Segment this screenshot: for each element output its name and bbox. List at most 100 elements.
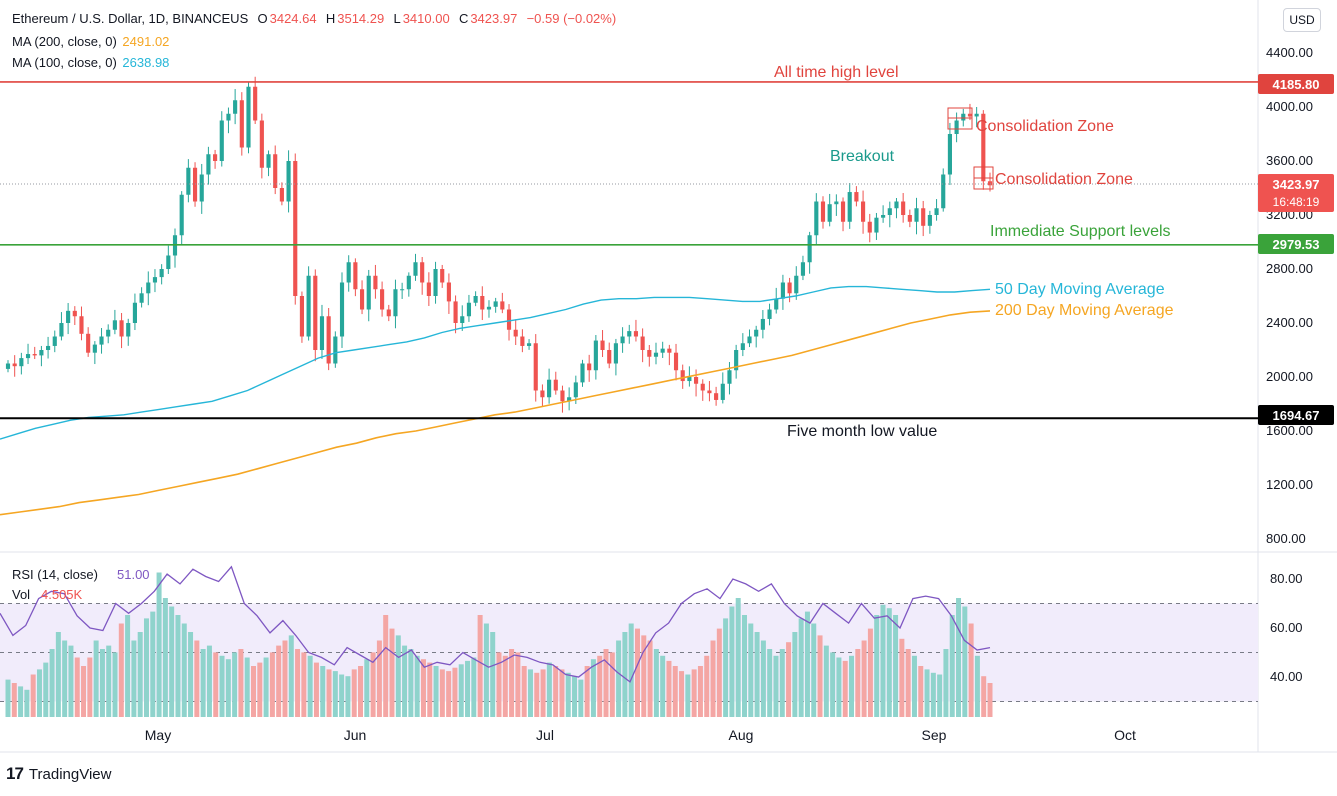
volume-bar: [81, 666, 87, 717]
volume-bar: [213, 652, 219, 717]
candle: [834, 194, 839, 216]
candle: [346, 255, 351, 292]
candle: [480, 286, 485, 321]
candle: [313, 269, 318, 362]
ma50-annotation: 50 Day Moving Average: [995, 281, 1165, 298]
time-tick-label: Jun: [344, 727, 367, 743]
volume-bar: [540, 669, 546, 717]
volume-bar: [679, 671, 685, 717]
volume-bar: [672, 666, 678, 717]
candle: [106, 324, 111, 344]
close-label: C: [458, 11, 469, 26]
candle: [647, 345, 652, 367]
candle: [132, 293, 137, 331]
volume-bar: [798, 618, 804, 717]
price-label-low: 1694.67: [1258, 405, 1334, 425]
volume-bar: [452, 667, 458, 717]
volume-bar: [307, 655, 313, 717]
volume-bar: [358, 666, 364, 717]
candle: [807, 231, 812, 274]
candle: [767, 303, 772, 326]
volume-bar: [74, 657, 80, 717]
rsi-line: [0, 565, 991, 683]
ma200-line: [0, 310, 991, 516]
tradingview-brand[interactable]: 17 TradingView: [6, 764, 111, 784]
volume-bar: [874, 615, 880, 717]
volume-bar: [131, 640, 137, 717]
candle: [440, 264, 445, 288]
candle: [506, 304, 512, 341]
candle: [373, 264, 378, 299]
candle: [380, 281, 385, 317]
ma100-legend[interactable]: MA (100, close, 0) 2638.98: [12, 55, 171, 70]
volume-bar: [987, 683, 993, 717]
candle: [800, 255, 806, 281]
candle: [827, 193, 832, 227]
volume-bar: [754, 632, 760, 717]
time-tick-label: Oct: [1114, 727, 1136, 743]
volume-bar: [622, 632, 628, 717]
volume-bar: [968, 623, 974, 717]
candle: [446, 273, 451, 314]
consolidation-annotation-1: Consolidation Zone: [976, 118, 1114, 135]
candle: [486, 300, 492, 318]
candle: [159, 264, 164, 285]
volume-bar: [578, 679, 584, 717]
volume-bar: [18, 686, 24, 717]
low-value: 3410.00: [402, 11, 450, 26]
volume-bar: [792, 632, 798, 717]
ma200-legend[interactable]: MA (200, close, 0) 2491.02: [12, 34, 171, 49]
volume-bar: [918, 666, 924, 717]
candle: [640, 328, 645, 363]
volume-bar: [653, 649, 659, 717]
volume-bar: [723, 618, 729, 717]
volume-bar: [156, 572, 162, 717]
volume-bar: [194, 640, 200, 717]
volume-bar: [786, 642, 792, 717]
volume-bar: [36, 669, 42, 717]
candle: [433, 261, 438, 304]
volume-bar: [742, 615, 747, 717]
candle: [520, 329, 525, 353]
volume-bar: [924, 669, 930, 717]
candle: [46, 336, 51, 359]
volume-bar: [62, 640, 68, 717]
volume-bar: [584, 666, 590, 717]
volume-bar: [767, 649, 773, 717]
candle: [533, 334, 538, 402]
candle: [146, 271, 151, 306]
volume-bar: [779, 649, 785, 717]
volume-bar: [313, 662, 319, 717]
volume-bar: [956, 598, 962, 717]
rsi-value: 51.00: [117, 567, 150, 582]
volume-bar: [30, 674, 36, 717]
candle: [39, 345, 44, 367]
candle: [814, 193, 819, 245]
candle: [881, 205, 886, 223]
volume-bar: [760, 640, 766, 717]
price-label-ath-text: 4185.80: [1273, 77, 1320, 92]
volume-bar: [471, 657, 477, 717]
currency-button[interactable]: USD: [1283, 8, 1321, 32]
rsi-axis-ticks: 80.00 60.00 40.00: [1270, 571, 1303, 684]
volume-bar: [521, 666, 527, 717]
volume-bar: [849, 655, 855, 717]
candle: [286, 150, 291, 213]
candle: [967, 103, 973, 121]
candle: [253, 76, 258, 125]
candle: [326, 308, 331, 371]
ma100-legend-value: 2638.98: [122, 55, 170, 70]
volume-bar: [597, 655, 603, 717]
volume-bar: [685, 674, 691, 717]
volume-bar: [634, 628, 640, 717]
candle: [700, 379, 705, 401]
candle: [981, 110, 986, 190]
candle: [259, 113, 264, 179]
candle: [59, 312, 64, 341]
candle: [754, 325, 759, 348]
volume-bar: [458, 664, 464, 717]
candle: [600, 330, 605, 358]
volume-bar: [911, 655, 917, 717]
candle: [847, 183, 852, 229]
